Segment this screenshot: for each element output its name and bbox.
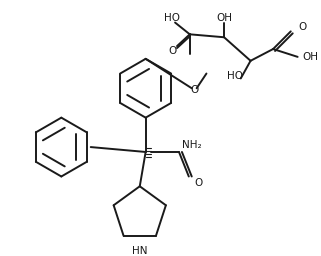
Text: HN: HN [132, 246, 147, 256]
Text: OH: OH [216, 13, 232, 23]
Text: HO: HO [227, 71, 243, 81]
Text: NH₂: NH₂ [182, 140, 202, 150]
Text: HO: HO [164, 13, 180, 23]
Text: O: O [168, 46, 176, 56]
Text: OH: OH [302, 52, 318, 62]
Text: O: O [299, 23, 307, 33]
Text: O: O [191, 85, 199, 95]
Text: O: O [195, 178, 203, 188]
